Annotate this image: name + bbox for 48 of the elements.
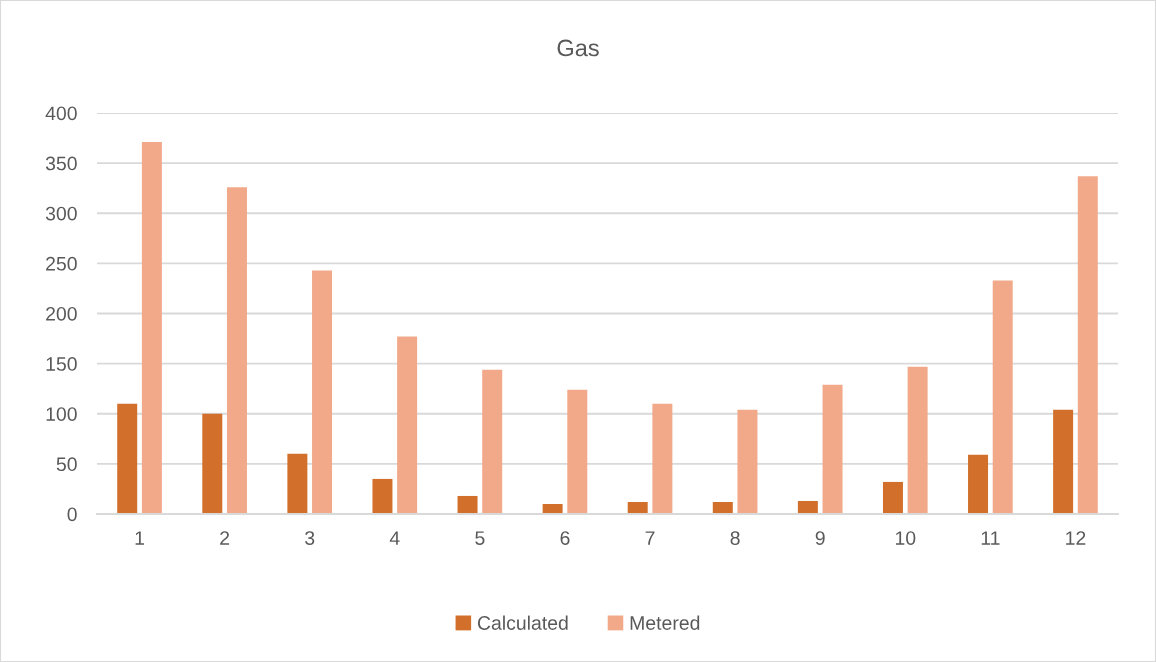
x-tick-label: 7 — [645, 531, 655, 545]
x-tick-label: 6 — [560, 531, 570, 545]
bar — [482, 369, 503, 514]
bar — [372, 478, 393, 514]
y-tick-label: 350 — [45, 156, 77, 171]
x-tick-label: 12 — [1066, 531, 1086, 545]
bar — [968, 454, 989, 514]
bar — [737, 409, 758, 514]
bar — [992, 280, 1013, 514]
bar — [627, 501, 648, 514]
x-tick-label: 5 — [475, 531, 485, 545]
x-tick-label: 2 — [220, 531, 230, 545]
x-tick-label: 10 — [895, 531, 916, 545]
y-tick-label: 0 — [67, 507, 77, 522]
x-tick-label: 8 — [730, 531, 740, 545]
bar — [567, 389, 588, 514]
bar — [712, 501, 733, 514]
bar — [907, 366, 928, 514]
bar — [797, 500, 818, 514]
chart-title: Gas — [557, 39, 599, 57]
bar — [457, 495, 478, 514]
y-tick-label: 200 — [46, 306, 77, 321]
x-tick-label: 11 — [981, 531, 1000, 545]
x-tick-label: 4 — [389, 531, 400, 545]
x-tick-label: 3 — [305, 531, 315, 545]
bar — [542, 503, 563, 514]
bar — [117, 403, 138, 514]
legend-label: Metered — [630, 615, 700, 630]
bar — [1077, 176, 1098, 514]
x-tick-label: 1 — [135, 531, 144, 545]
bar — [652, 403, 673, 514]
bar — [312, 270, 333, 514]
y-tick-label: 250 — [46, 256, 77, 271]
y-tick-label: 100 — [46, 407, 77, 421]
x-tick-label: 9 — [815, 531, 825, 545]
bar — [882, 481, 903, 514]
y-tick-label: 50 — [56, 457, 77, 472]
y-tick-label: 150 — [46, 357, 77, 371]
bar — [202, 413, 223, 514]
bar — [226, 187, 247, 514]
bar — [822, 384, 843, 514]
bar — [287, 453, 308, 514]
y-tick-label: 400 — [45, 106, 77, 121]
legend-label: Calculated — [477, 615, 568, 630]
bar — [141, 142, 162, 514]
bar — [397, 336, 418, 514]
bar — [1053, 409, 1074, 514]
y-tick-label: 300 — [45, 206, 77, 221]
